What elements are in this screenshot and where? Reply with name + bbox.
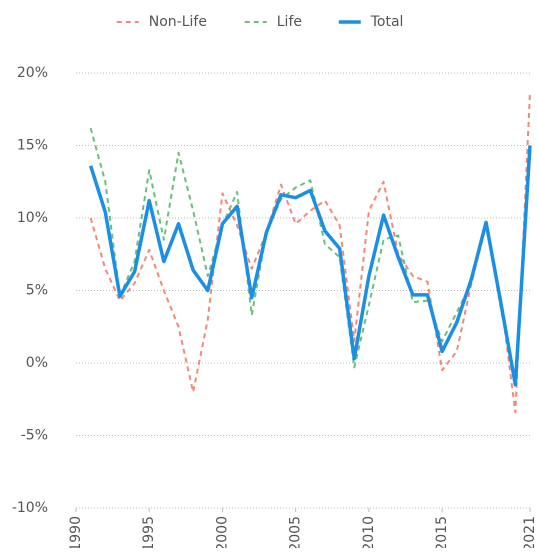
y-tick-label: 20% bbox=[17, 65, 48, 81]
x-tick-label: 2021 bbox=[522, 516, 538, 548]
y-tick-label: 5% bbox=[26, 283, 48, 299]
x-tick-label: 1990 bbox=[68, 516, 84, 548]
series-line bbox=[88, 145, 532, 387]
legend-label: Total bbox=[370, 14, 404, 30]
x-tick-label: 2005 bbox=[288, 516, 304, 548]
x-tick-label: 2015 bbox=[434, 516, 450, 548]
y-tick-label: 10% bbox=[17, 210, 48, 226]
x-tick-label: 2010 bbox=[361, 516, 377, 548]
x-tick-label: 1995 bbox=[141, 516, 157, 548]
legend-label: Non-Life bbox=[149, 14, 207, 30]
series-line bbox=[89, 127, 531, 382]
x-tick-label: 2000 bbox=[214, 516, 230, 548]
series-line bbox=[89, 91, 531, 414]
legend-label: Life bbox=[277, 14, 302, 30]
y-tick-label: 0% bbox=[26, 355, 48, 371]
y-tick-label: 15% bbox=[17, 138, 48, 154]
y-tick-label: -10% bbox=[12, 500, 48, 516]
y-tick-label: -5% bbox=[21, 428, 48, 444]
